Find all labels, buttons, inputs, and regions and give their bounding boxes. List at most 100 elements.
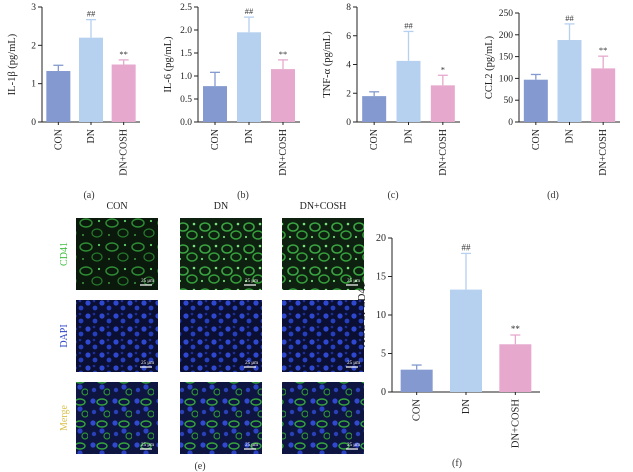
micrograph-merge-dn [180,382,262,454]
micrograph-dapi-con [76,300,158,372]
bar-dn [237,32,261,122]
panel-label: (b) [237,190,249,201]
y-tick-label: 100 [499,74,514,84]
y-axis-label: TNF-α (pg/mL) [322,31,333,98]
x-tick-label: CON [412,399,423,422]
scale-bar-label: 25 μm [245,443,258,448]
significance-marker: ** [279,49,288,59]
significance-marker: * [441,64,445,74]
scale-bar-label: 25 μm [347,361,360,366]
y-tick-label: 0 [31,118,36,128]
y-tick-label: 1.0 [180,72,192,82]
y-axis-label: IL-6 (pg/mL) [163,36,174,93]
y-tick-label: 5 [381,349,386,360]
chart-d: 0 50 100 150 200 250 CCL2 (pg/mL) CON ## DN ** DN+C… [484,9,620,201]
significance-marker: ** [599,45,608,55]
x-tick-label: DN+COSH [278,129,289,176]
x-tick-label: DN [404,129,415,143]
y-tick-label: 50 [504,96,514,106]
micrograph-cd41-dn-cosh [282,218,364,290]
bar-con [362,96,387,122]
bar-dn [79,37,103,122]
micrograph-cd41-con [76,218,158,290]
chart-a: 0 1 2 3 IL-1β (pg/mL) CON ## DN ** DN+COSH (a) [7,3,140,201]
scale-bar-label: 25 μm [141,443,154,448]
x-tick-label: DN [565,129,576,143]
x-tick-label: DN [461,399,472,415]
chart-b: 0.0 0.5 1.0 1.5 2.0 2.5 IL-6 (pg/mL) CON ## DN ** D… [163,3,300,201]
micrograph-dapi-dn [180,300,262,372]
micrograph-cd41-dn [180,218,262,290]
panel-label: (f) [452,458,462,469]
x-tick-label: DN [244,129,255,143]
panel-label: (c) [387,190,398,201]
micro-column-header: DN+COSH [300,201,347,212]
significance-marker: ## [565,13,574,23]
scale-bar-label: 25 μm [347,443,360,448]
y-tick-label: 150 [499,53,514,63]
significance-marker: ## [462,242,472,252]
x-tick-label: DN+COSH [598,129,609,176]
significance-marker: ## [87,9,96,19]
x-tick-label: CON [210,129,221,150]
y-tick-label: 0 [381,387,386,398]
bar-con [203,86,227,122]
y-tick-label: 0 [508,118,513,128]
panel-label: (a) [83,190,94,201]
y-tick-label: 2 [346,89,351,99]
bar-dn-cosh [591,68,616,122]
x-tick-label: DN+COSH [438,129,449,176]
y-tick-label: 20 [376,233,386,244]
x-tick-label: CON [53,129,64,150]
y-tick-label: 200 [499,31,514,41]
scale-bar-label: 25 μm [347,279,360,284]
y-tick-label: 6 [346,32,351,42]
x-tick-label: DN+COSH [510,399,521,449]
micro-column-header: DN [214,201,228,212]
bar-dn-cosh [499,344,532,392]
x-tick-label: DN [86,129,97,143]
y-tick-label: 15 [376,272,386,283]
y-tick-label: 4 [346,61,351,71]
y-tick-label: 1.5 [180,49,192,59]
micrograph-merge-dn-cosh [282,382,364,454]
y-tick-label: 1 [31,80,36,90]
panel-label: (d) [547,190,559,201]
bar-con [523,79,548,122]
chart-c: 0 2 4 6 8 TNF-α (pg/mL) CON ## DN * DN+COSH (c) [322,3,460,201]
bar-con [46,71,71,122]
x-tick-label: DN+COSH [119,129,130,176]
bar-dn [557,40,582,123]
bar-dn-cosh [271,69,295,122]
micrograph-dapi-dn-cosh [282,300,364,372]
significance-marker: ## [404,20,413,30]
micro-row-label-dapi: DAPI [59,324,70,347]
y-axis-label: CCL2 (pg/mL) [484,35,495,99]
bar-con [400,369,433,392]
x-tick-label: CON [531,129,542,150]
significance-marker: ** [119,49,128,59]
scale-bar-label: 25 μm [141,279,154,284]
y-tick-label: 0.5 [180,95,192,105]
bar-dn [396,60,421,122]
bar-dn-cosh [430,85,455,122]
micro-row-label-merge: Merge [59,404,70,430]
y-tick-label: 3 [31,3,36,13]
scale-bar-label: 25 μm [245,361,258,366]
significance-marker: ** [511,324,521,334]
bar-dn-cosh [111,64,136,122]
y-tick-label: 0 [346,118,351,128]
significance-marker: ## [245,6,254,16]
y-tick-label: 2.0 [180,26,192,36]
scale-bar-label: 25 μm [245,279,258,284]
y-tick-label: 10 [376,310,386,321]
micro-row-label-cd41: CD41 [59,242,70,266]
y-tick-label: 250 [499,9,514,19]
y-tick-label: 0.0 [180,118,192,128]
y-tick-label: 2.5 [180,3,192,13]
y-axis-label: IL-1β (pg/mL) [7,33,18,95]
scale-bar-label: 25 μm [141,361,154,366]
micrograph-merge-con [76,382,158,454]
